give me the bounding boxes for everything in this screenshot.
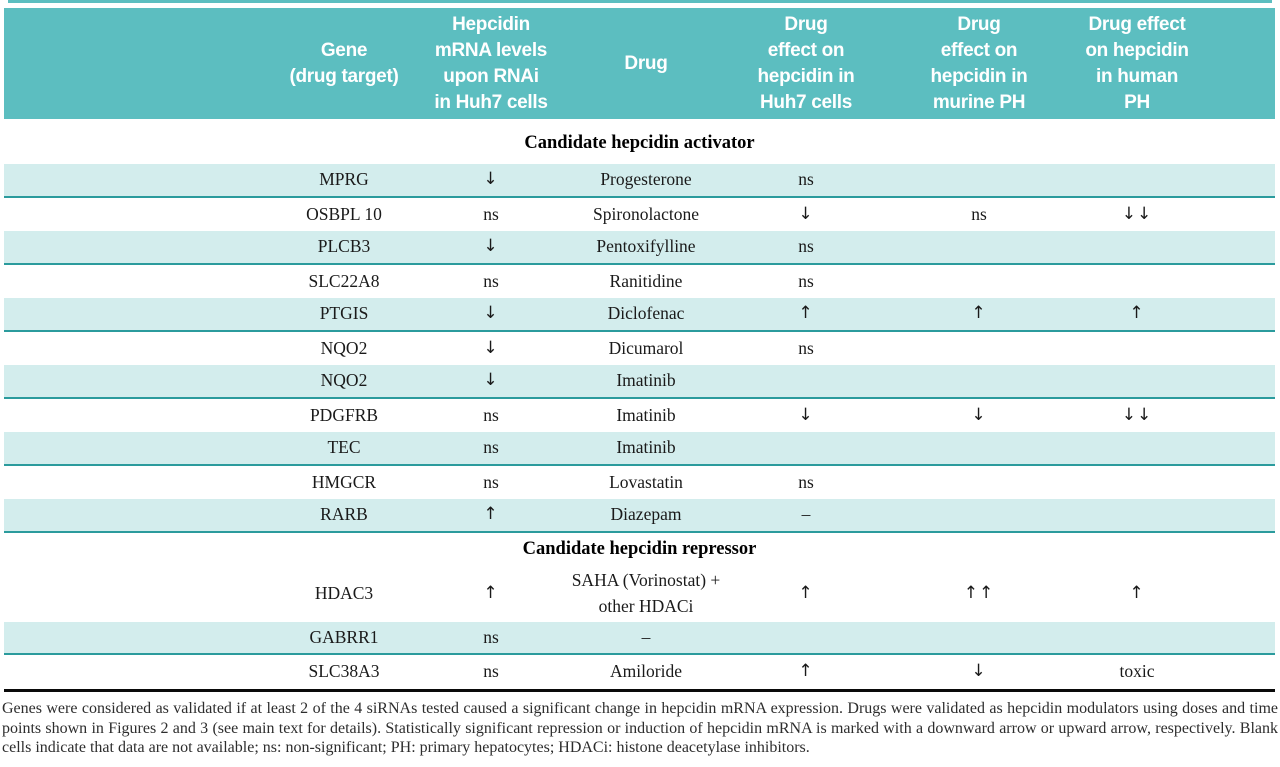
table-row: NQO2 ↓ Dicumarol ns (4, 332, 1275, 366)
cell-gene: HDAC3 (314, 582, 374, 603)
table-header-row: Gene (drug target) Hepcidin mRNA levels u… (4, 8, 1275, 119)
table-row: SLC38A3 ns Amiloride ↑ ↓ toxic (4, 655, 1275, 689)
cell-huh7: ns (798, 337, 814, 358)
cell-rnai: ↓ (483, 236, 499, 257)
cell-human: ↑ (1129, 303, 1145, 324)
cell-huh7: ns (798, 236, 814, 257)
cell-gene: OSBPL 10 (306, 203, 382, 224)
table-row: SLC22A8 ns Ranitidine ns (4, 265, 1275, 299)
cell-gene: TEC (327, 437, 361, 458)
cell-huh7: ns (798, 270, 814, 291)
cell-rnai: ns (483, 626, 499, 647)
cell-huh7: ↓ (798, 404, 814, 425)
cell-drug: Lovastatin (609, 471, 683, 492)
cell-rnai: ↓ (483, 370, 499, 391)
cell-drug: Dicumarol (608, 337, 684, 358)
cell-rnai: ns (483, 437, 499, 458)
cell-gene: SLC22A8 (308, 270, 380, 291)
table-row: TEC ns Imatinib (4, 432, 1275, 466)
cell-drug: Diazepam (610, 504, 682, 525)
cell-rnai: ns (483, 404, 499, 425)
cell-gene: NQO2 (320, 337, 368, 358)
cell-huh7: ↑ (798, 303, 814, 324)
cell-human: ↓↓ (1121, 404, 1153, 425)
cell-murine: ns (971, 203, 987, 224)
table-row: PLCB3 ↓ Pentoxifylline ns (4, 231, 1275, 265)
cell-rnai: ns (483, 661, 499, 682)
column-header-gene: Gene (drug target) (289, 39, 399, 87)
cell-drug: SAHA (Vorinostat) + other HDACi (571, 570, 721, 616)
cell-gene: HMGCR (311, 471, 377, 492)
cell-rnai: ns (483, 471, 499, 492)
cell-gene: PLCB3 (317, 236, 371, 257)
cell-rnai: ns (483, 270, 499, 291)
cell-drug: Pentoxifylline (596, 236, 696, 257)
cell-huh7: ↓ (798, 203, 814, 224)
cell-rnai: ↓ (483, 169, 499, 190)
table-footnote: Genes were considered as validated if at… (2, 700, 1278, 756)
cell-gene: PDGFRB (309, 404, 379, 425)
cell-human: ↓↓ (1121, 203, 1153, 224)
cell-human: toxic (1119, 661, 1155, 682)
section-title: Candidate hepcidin activator (524, 133, 755, 153)
cell-rnai: ↑ (483, 504, 499, 525)
cell-murine: ↑ (971, 303, 987, 324)
column-header-murine: Drug effect on hepcidin in murine PH (930, 13, 1028, 113)
cell-huh7: ns (798, 471, 814, 492)
cell-drug: Amiloride (610, 661, 682, 682)
cell-murine: ↑↑ (963, 583, 995, 604)
table-row: GABRR1 ns – (4, 621, 1275, 655)
cell-huh7: ↑ (798, 583, 814, 604)
bottom-rule (4, 688, 1275, 692)
column-header-rnai: Hepcidin mRNA levels upon RNAi in Huh7 c… (434, 13, 548, 113)
hepcidin-drug-table: Gene (drug target) Hepcidin mRNA levels u… (4, 8, 1275, 692)
cell-rnai: ↓ (483, 337, 499, 358)
cell-drug: Imatinib (616, 370, 676, 391)
column-header-drug: Drug (624, 52, 668, 74)
table-row: MPRG ↓ Progesterone ns (4, 164, 1275, 198)
cell-gene: GABRR1 (309, 626, 379, 647)
cell-murine: ↓ (971, 661, 987, 682)
column-header-human: Drug effect on hepcidin in human PH (1085, 13, 1189, 113)
cell-rnai: ↓ (483, 303, 499, 324)
table-row: NQO2 ↓ Imatinib (4, 365, 1275, 399)
cell-huh7: ↑ (798, 661, 814, 682)
cell-drug: Imatinib (616, 437, 676, 458)
top-rule (8, 0, 1272, 3)
section-title: Candidate hepcidin repressor (522, 538, 757, 559)
column-header-huh7: Drug effect on hepcidin in Huh7 cells (757, 13, 855, 113)
cell-drug: Ranitidine (609, 270, 683, 291)
cell-gene: NQO2 (320, 370, 368, 391)
cell-huh7: ns (798, 169, 814, 190)
table-row: PDGFRB ns Imatinib ↓ ↓ ↓↓ (4, 399, 1275, 433)
cell-gene: MPRG (319, 169, 369, 190)
table-row: RARB ↑ Diazepam – (4, 499, 1275, 533)
cell-drug: – (641, 626, 651, 647)
cell-rnai: ↑ (483, 583, 499, 604)
table-row: PTGIS ↓ Diclofenac ↑ ↑ ↑ (4, 298, 1275, 332)
cell-human: ↑ (1129, 583, 1145, 604)
table-row: OSBPL 10 ns Spironolactone ↓ ns ↓↓ (4, 198, 1275, 232)
cell-drug: Diclofenac (607, 303, 685, 324)
table-row: HDAC3 ↑ SAHA (Vorinostat) + other HDACi ↑ ↑↑… (4, 566, 1275, 622)
table-row: HMGCR ns Lovastatin ns (4, 466, 1275, 500)
cell-huh7: – (801, 504, 811, 525)
cell-rnai: ns (483, 203, 499, 224)
cell-drug: Imatinib (616, 404, 676, 425)
cell-gene: RARB (320, 504, 368, 525)
cell-gene: SLC38A3 (308, 661, 380, 682)
table-body: Candidate hepcidin activator MPRG ↓ Progest… (4, 119, 1275, 689)
cell-murine: ↓ (971, 404, 987, 425)
cell-drug: Spironolactone (593, 203, 699, 224)
cell-gene: PTGIS (319, 303, 369, 324)
cell-drug: Progesterone (600, 169, 692, 190)
